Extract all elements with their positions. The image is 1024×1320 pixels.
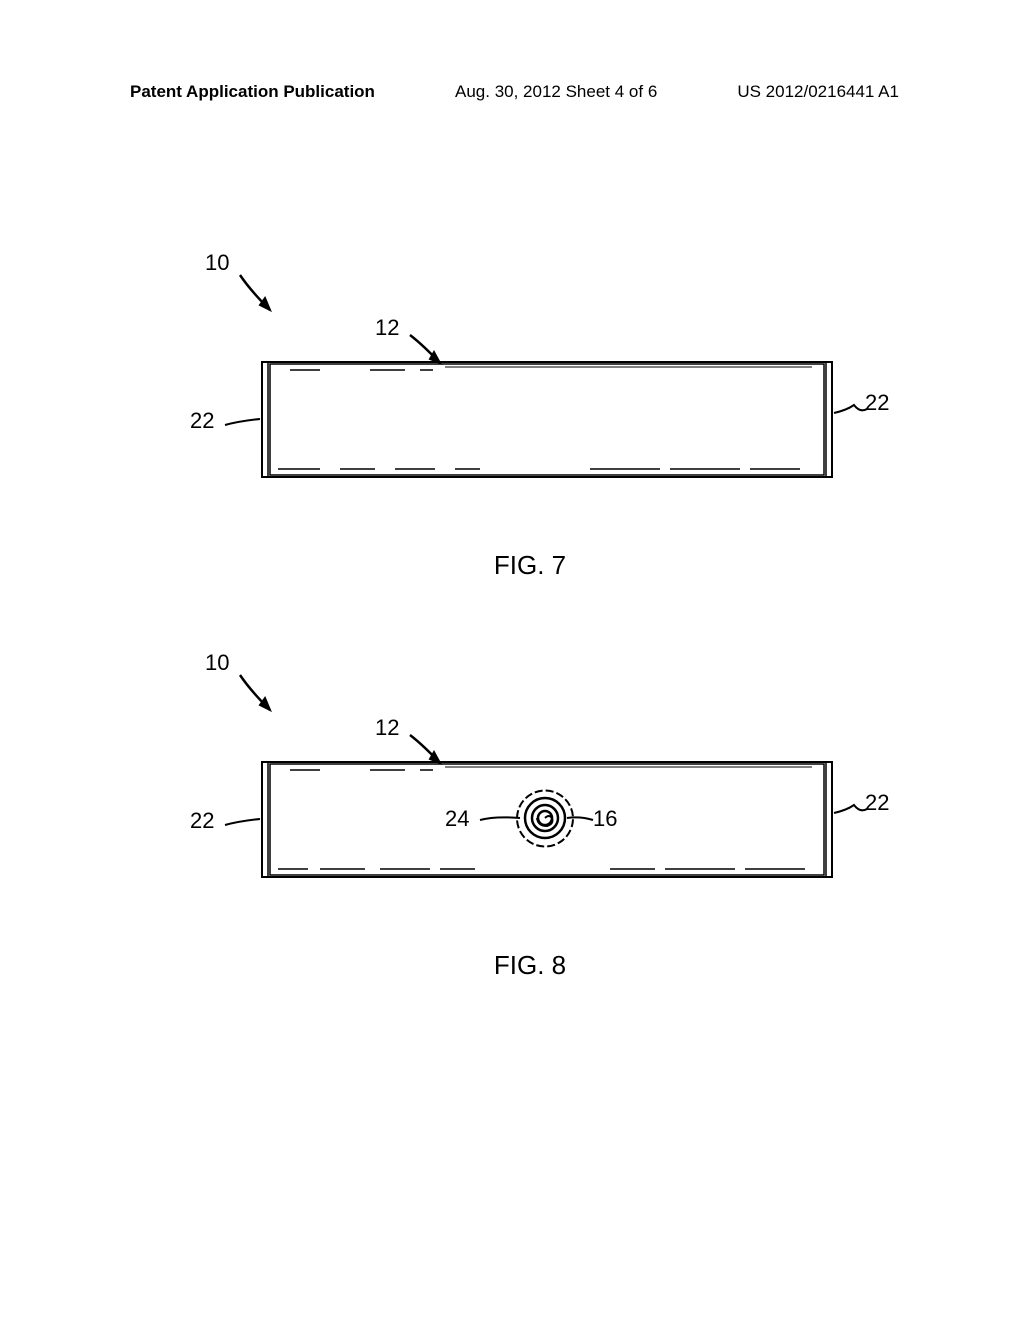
leader-24 bbox=[475, 812, 525, 830]
ref-label-24: 24 bbox=[445, 806, 469, 832]
header-right: US 2012/0216441 A1 bbox=[737, 82, 899, 102]
ref-label-22-left: 22 bbox=[190, 408, 214, 434]
fig8-box bbox=[260, 760, 840, 885]
fig7-box bbox=[260, 360, 840, 485]
header-middle: Aug. 30, 2012 Sheet 4 of 6 bbox=[455, 82, 657, 102]
ref-label-10: 10 bbox=[205, 250, 229, 276]
page-header: Patent Application Publication Aug. 30, … bbox=[0, 82, 1024, 102]
leader-22-right-fig8 bbox=[832, 795, 872, 820]
leader-arrow-10 bbox=[235, 270, 285, 320]
ref-label-10-fig8: 10 bbox=[205, 650, 229, 676]
ref-label-22-left-fig8: 22 bbox=[190, 808, 214, 834]
leader-22-left-fig8 bbox=[220, 815, 265, 835]
fig7-caption: FIG. 7 bbox=[180, 550, 880, 581]
leader-22-left bbox=[220, 415, 265, 435]
leader-22-right bbox=[832, 395, 872, 420]
ref-label-12: 12 bbox=[375, 315, 399, 341]
leader-16 bbox=[565, 812, 600, 830]
leader-arrow-10-fig8 bbox=[235, 670, 285, 720]
fig8-caption: FIG. 8 bbox=[180, 950, 880, 981]
header-left: Patent Application Publication bbox=[130, 82, 375, 102]
ref-label-12-fig8: 12 bbox=[375, 715, 399, 741]
